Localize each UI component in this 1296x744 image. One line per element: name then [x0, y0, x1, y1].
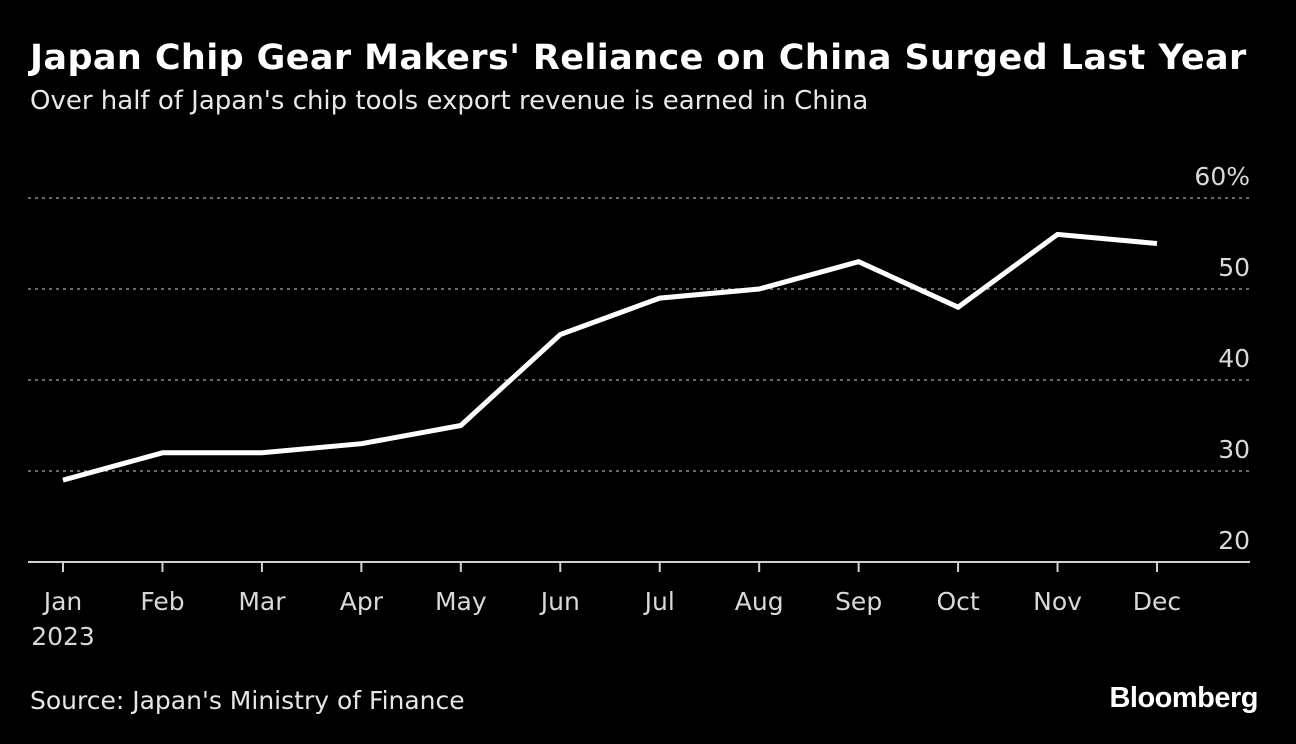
x-tick-label: Mar: [238, 587, 286, 616]
series-line: [62, 231, 1158, 483]
x-tick-label: Feb: [140, 587, 184, 616]
bloomberg-logo: Bloomberg: [1109, 682, 1258, 714]
x-tick-label: Sep: [835, 587, 882, 616]
x-tick-label: Oct: [936, 587, 979, 616]
y-tick-label: 40: [1218, 344, 1250, 373]
x-tick-label: Jul: [643, 587, 675, 616]
x-tick-label: Nov: [1033, 587, 1082, 616]
y-tick-label: 30: [1218, 435, 1250, 464]
x-tick-label: May: [435, 587, 487, 616]
x-tick-label: Apr: [340, 587, 384, 616]
y-tick-label: 20: [1218, 526, 1250, 555]
x-tick-label: Jun: [539, 587, 580, 616]
x-tick-label: Aug: [735, 587, 784, 616]
x-tick-label: Jan: [42, 587, 83, 616]
y-tick-label: 50: [1218, 253, 1250, 282]
y-tick-label: 60%: [1194, 162, 1250, 191]
chart-title: Japan Chip Gear Makers' Reliance on Chin…: [30, 38, 1247, 78]
x-tick-label: Dec: [1133, 587, 1181, 616]
x-year-label: 2023: [31, 622, 95, 651]
chart-subtitle: Over half of Japan's chip tools export r…: [30, 86, 869, 116]
source-note: Source: Japan's Ministry of Finance: [30, 686, 465, 715]
